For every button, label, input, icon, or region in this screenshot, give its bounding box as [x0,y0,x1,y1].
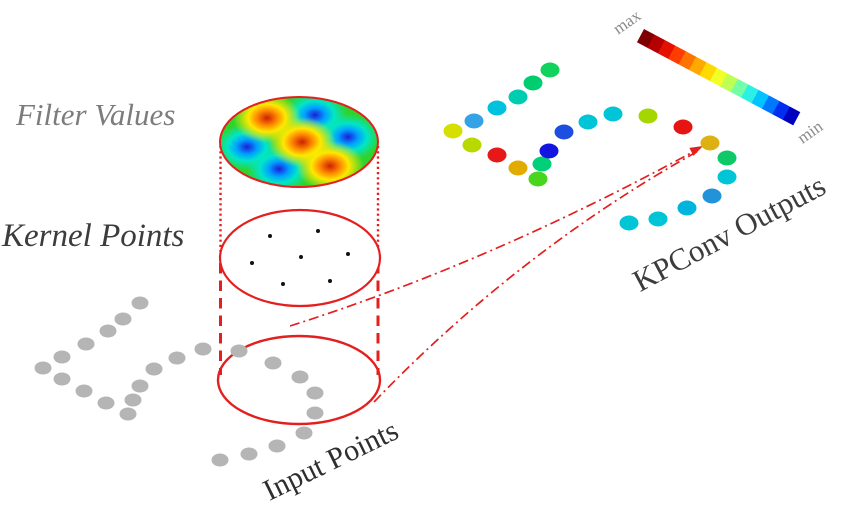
output-point-dot [638,108,658,124]
input-point-dot [306,406,324,420]
output-point-dot [464,113,484,129]
input-point-dot [75,384,93,398]
input-point-dot [230,344,248,358]
output-point-dot [523,75,543,91]
kernel-points-label: Kernel Points [2,218,185,254]
dash-dot-connector [289,147,701,327]
input-point-dot [145,362,163,376]
kernel-point-dot [328,279,332,283]
input-point-dot [291,370,309,384]
arrow-head [689,146,703,156]
filter-values-disk [219,96,379,188]
output-point-dot [554,124,574,140]
input-point-dot [119,407,137,421]
output-point-dot [717,150,737,166]
filter-blobs [220,97,378,187]
input-point-dot [114,312,132,326]
input-point-dot [211,453,229,467]
input-point-dot [131,296,149,310]
kernel-point-dot [250,261,254,265]
output-point-dot [539,143,559,159]
input-point-dot [99,324,117,338]
output-point-dot [462,137,482,153]
filter-rim [219,96,379,188]
output-point-dot [508,89,528,105]
output-point-dot [487,147,507,163]
input-point-dot [194,342,212,356]
input-point-dot [97,396,115,410]
input-point-dot [131,379,149,393]
output-point-dot [487,100,507,116]
input-point-dot [53,372,71,386]
colorbar [636,29,801,126]
kernel-point-dot [268,234,272,238]
input-point-dot [34,361,52,375]
convolution-arrows [289,146,703,403]
input-points-cloud [34,296,324,467]
input-point-dot [295,426,313,440]
kernel-point-dot [299,255,303,259]
output-point-dot [700,135,720,151]
output-point-dot [702,188,722,204]
filter-values-label: Filter Values [16,97,176,132]
output-point-dot [673,119,693,135]
output-points-cloud [443,62,737,231]
input-point-dot [53,350,71,364]
kernel-point-dot [346,252,350,256]
input-point-dot [264,356,282,370]
output-point-dot [648,211,668,227]
output-point-dot [532,156,552,172]
input-point-dot [124,393,142,407]
input-point-dot [268,439,286,453]
output-point-dot [578,114,598,130]
output-point-dot [619,215,639,231]
output-point-dot [677,200,697,216]
output-point-dot [603,106,623,122]
kernel-points-disk [218,208,382,308]
kernel-point-dot [281,282,285,286]
input-point-dot [168,351,186,365]
output-point-dot [717,169,737,185]
input-point-dot [306,386,324,400]
output-point-dot [443,123,463,139]
output-point-dot [540,62,560,78]
input-point-dot [240,447,258,461]
input-neighborhood-ellipse [216,334,382,426]
output-point-dot [528,171,548,187]
dash-dot-connector [373,149,701,403]
input-point-dot [77,337,95,351]
kernel-point-dot [316,229,320,233]
output-point-dot [508,160,528,176]
